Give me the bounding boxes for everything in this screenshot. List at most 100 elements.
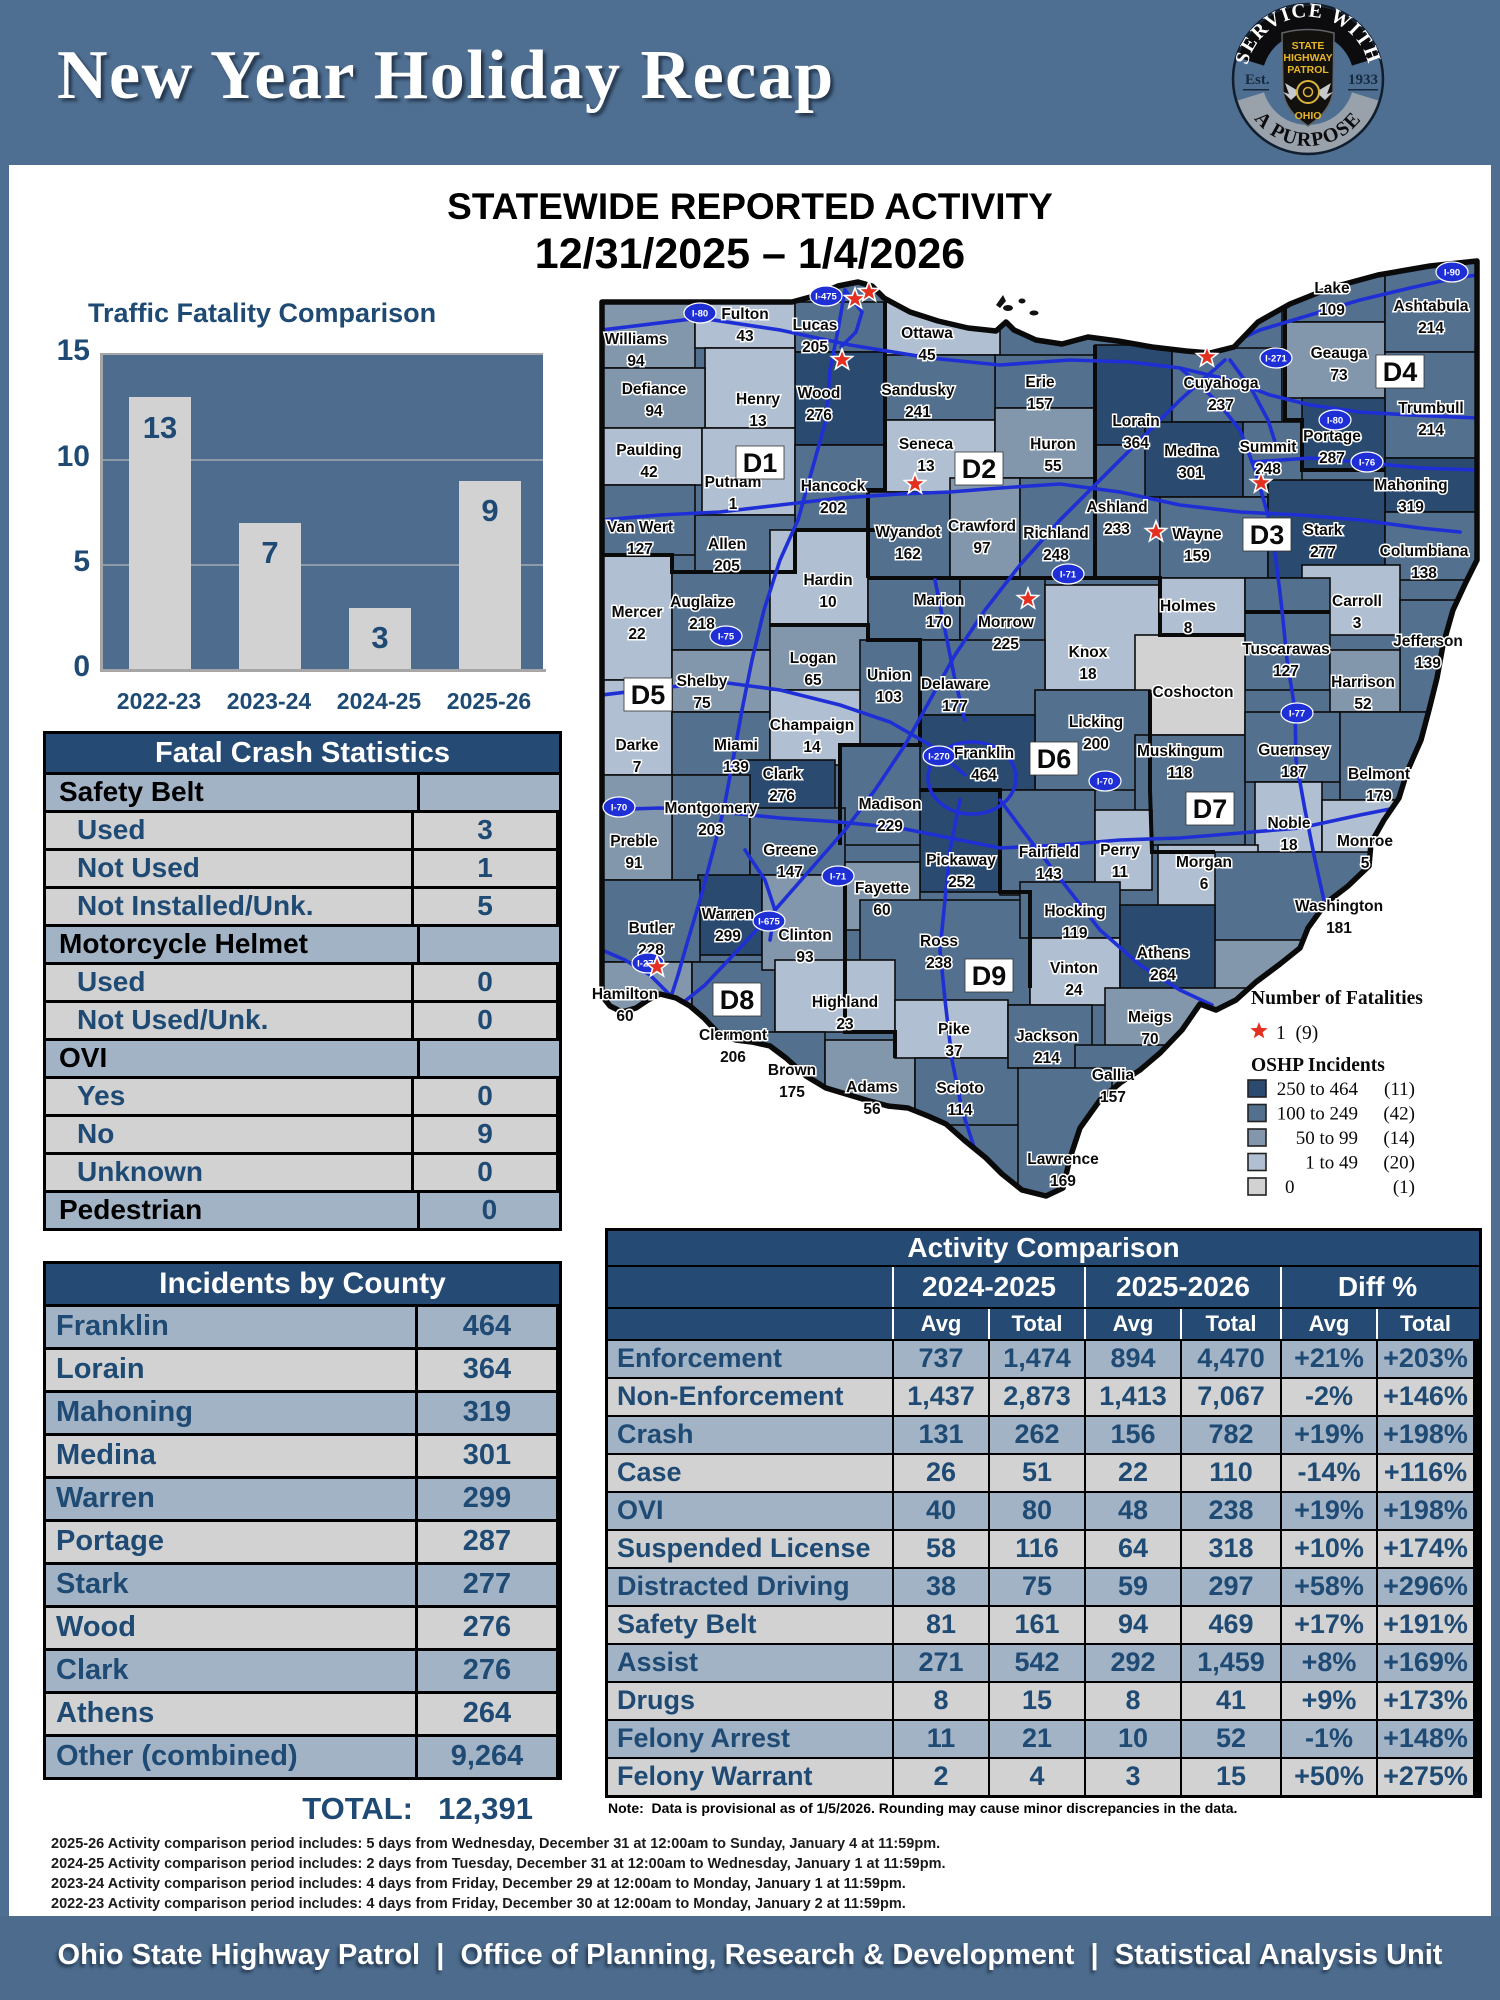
svg-text:60: 60 [873,902,890,919]
svg-text:Van Wert: Van Wert [607,519,673,536]
svg-text:Hocking: Hocking [1044,903,1105,920]
svg-text:D6: D6 [1037,744,1072,774]
svg-text:233: 233 [1104,521,1130,538]
svg-text:225: 225 [993,636,1019,653]
svg-text:Erie: Erie [1025,374,1055,391]
svg-text:97: 97 [973,540,990,557]
svg-text:I-70: I-70 [611,803,627,814]
svg-text:I-271: I-271 [1265,354,1287,365]
svg-text:109: 109 [1319,302,1345,319]
svg-text:Scioto: Scioto [936,1080,983,1097]
svg-text:127: 127 [627,541,653,558]
svg-text:Logan: Logan [790,650,837,667]
svg-text:Defiance: Defiance [622,381,687,398]
svg-text:Summit: Summit [1240,439,1297,456]
svg-text:202: 202 [820,500,846,517]
svg-text:Madison: Madison [859,796,922,813]
svg-text:169: 169 [1050,1173,1076,1190]
svg-text:91: 91 [625,855,643,872]
svg-text:Muskingum: Muskingum [1137,743,1223,760]
svg-text:D7: D7 [1193,794,1228,824]
svg-text:I-71: I-71 [1060,570,1077,581]
svg-text:8: 8 [1184,620,1193,637]
svg-text:Wyandot: Wyandot [875,524,940,541]
svg-text:464: 464 [971,767,997,784]
svg-text:75: 75 [693,695,711,712]
svg-text:214: 214 [1418,422,1444,439]
svg-text:OHIO: OHIO [1295,110,1322,122]
svg-text:264: 264 [1150,967,1176,984]
svg-text:200: 200 [1083,736,1109,753]
svg-text:PATROL: PATROL [1287,64,1329,76]
svg-text:364: 364 [1123,435,1149,452]
svg-text:Lawrence: Lawrence [1027,1151,1099,1168]
svg-text:65: 65 [804,672,822,689]
svg-text:70: 70 [1141,1031,1158,1048]
svg-text:18: 18 [1079,666,1097,683]
svg-text:43: 43 [736,328,754,345]
svg-text:1 to 49: 1 to 49 [1305,1153,1358,1174]
svg-text:Preble: Preble [610,833,658,850]
svg-text:Coshocton: Coshocton [1153,684,1234,701]
svg-text:Meigs: Meigs [1128,1009,1172,1026]
svg-text:50 to 99: 50 to 99 [1296,1128,1358,1149]
svg-text:Medina: Medina [1164,443,1218,460]
svg-text:D3: D3 [1250,520,1285,550]
svg-text:205: 205 [802,339,828,356]
svg-text:I-70: I-70 [1097,777,1113,788]
svg-text:11: 11 [1112,864,1129,881]
svg-text:37: 37 [945,1043,962,1060]
svg-text:Jackson: Jackson [1016,1028,1078,1045]
svg-text:Tuscarawas: Tuscarawas [1242,641,1330,658]
svg-text:319: 319 [1398,499,1424,516]
svg-text:229: 229 [877,818,903,835]
svg-text:I-76: I-76 [1359,458,1375,469]
svg-text:301: 301 [1178,465,1204,482]
svg-text:D1: D1 [743,448,778,478]
svg-text:Vinton: Vinton [1050,960,1098,977]
svg-text:Monroe: Monroe [1337,833,1393,850]
svg-text:Carroll: Carroll [1332,593,1382,610]
svg-text:Wood: Wood [798,385,841,402]
svg-text:100 to 249: 100 to 249 [1277,1104,1358,1125]
svg-text:I-675: I-675 [758,917,780,928]
svg-text:(11): (11) [1384,1079,1415,1100]
svg-text:276: 276 [806,407,832,424]
svg-text:138: 138 [1411,565,1437,582]
svg-text:252: 252 [948,874,974,891]
svg-text:I-90: I-90 [1444,268,1460,279]
svg-text:(42): (42) [1383,1104,1415,1125]
svg-text:Brown: Brown [768,1062,816,1079]
svg-text:Fairfield: Fairfield [1019,844,1079,861]
svg-text:Henry: Henry [736,391,780,408]
svg-text:Darke: Darke [615,737,658,754]
svg-text:(14): (14) [1383,1128,1415,1149]
svg-text:Clinton: Clinton [778,927,831,944]
svg-text:118: 118 [1167,765,1192,782]
svg-text:24: 24 [1065,982,1083,999]
svg-text:114: 114 [947,1102,972,1119]
svg-text:Fulton: Fulton [721,306,768,323]
svg-text:Union: Union [867,667,911,684]
svg-text:Perry: Perry [1100,842,1140,859]
svg-text:Montgomery: Montgomery [665,800,758,817]
svg-text:Noble: Noble [1267,815,1310,832]
svg-text:175: 175 [779,1084,805,1101]
svg-text:241: 241 [905,404,931,421]
svg-text:170: 170 [926,614,952,631]
svg-text:157: 157 [1027,396,1053,413]
svg-text:Marion: Marion [914,592,965,609]
svg-text:Washington: Washington [1295,898,1383,915]
svg-text:D8: D8 [720,985,755,1015]
svg-text:94: 94 [627,353,645,370]
svg-text:Lake: Lake [1314,280,1350,297]
svg-text:Seneca: Seneca [899,436,954,453]
svg-text:250 to 464: 250 to 464 [1277,1079,1359,1100]
svg-text:Mercer: Mercer [612,604,663,621]
svg-text:I-80: I-80 [1327,416,1343,427]
svg-text:D9: D9 [972,961,1007,991]
svg-text:238: 238 [926,955,952,972]
svg-text:Pickaway: Pickaway [926,852,996,869]
svg-text:Hancock: Hancock [801,478,866,495]
svg-text:248: 248 [1043,547,1069,564]
